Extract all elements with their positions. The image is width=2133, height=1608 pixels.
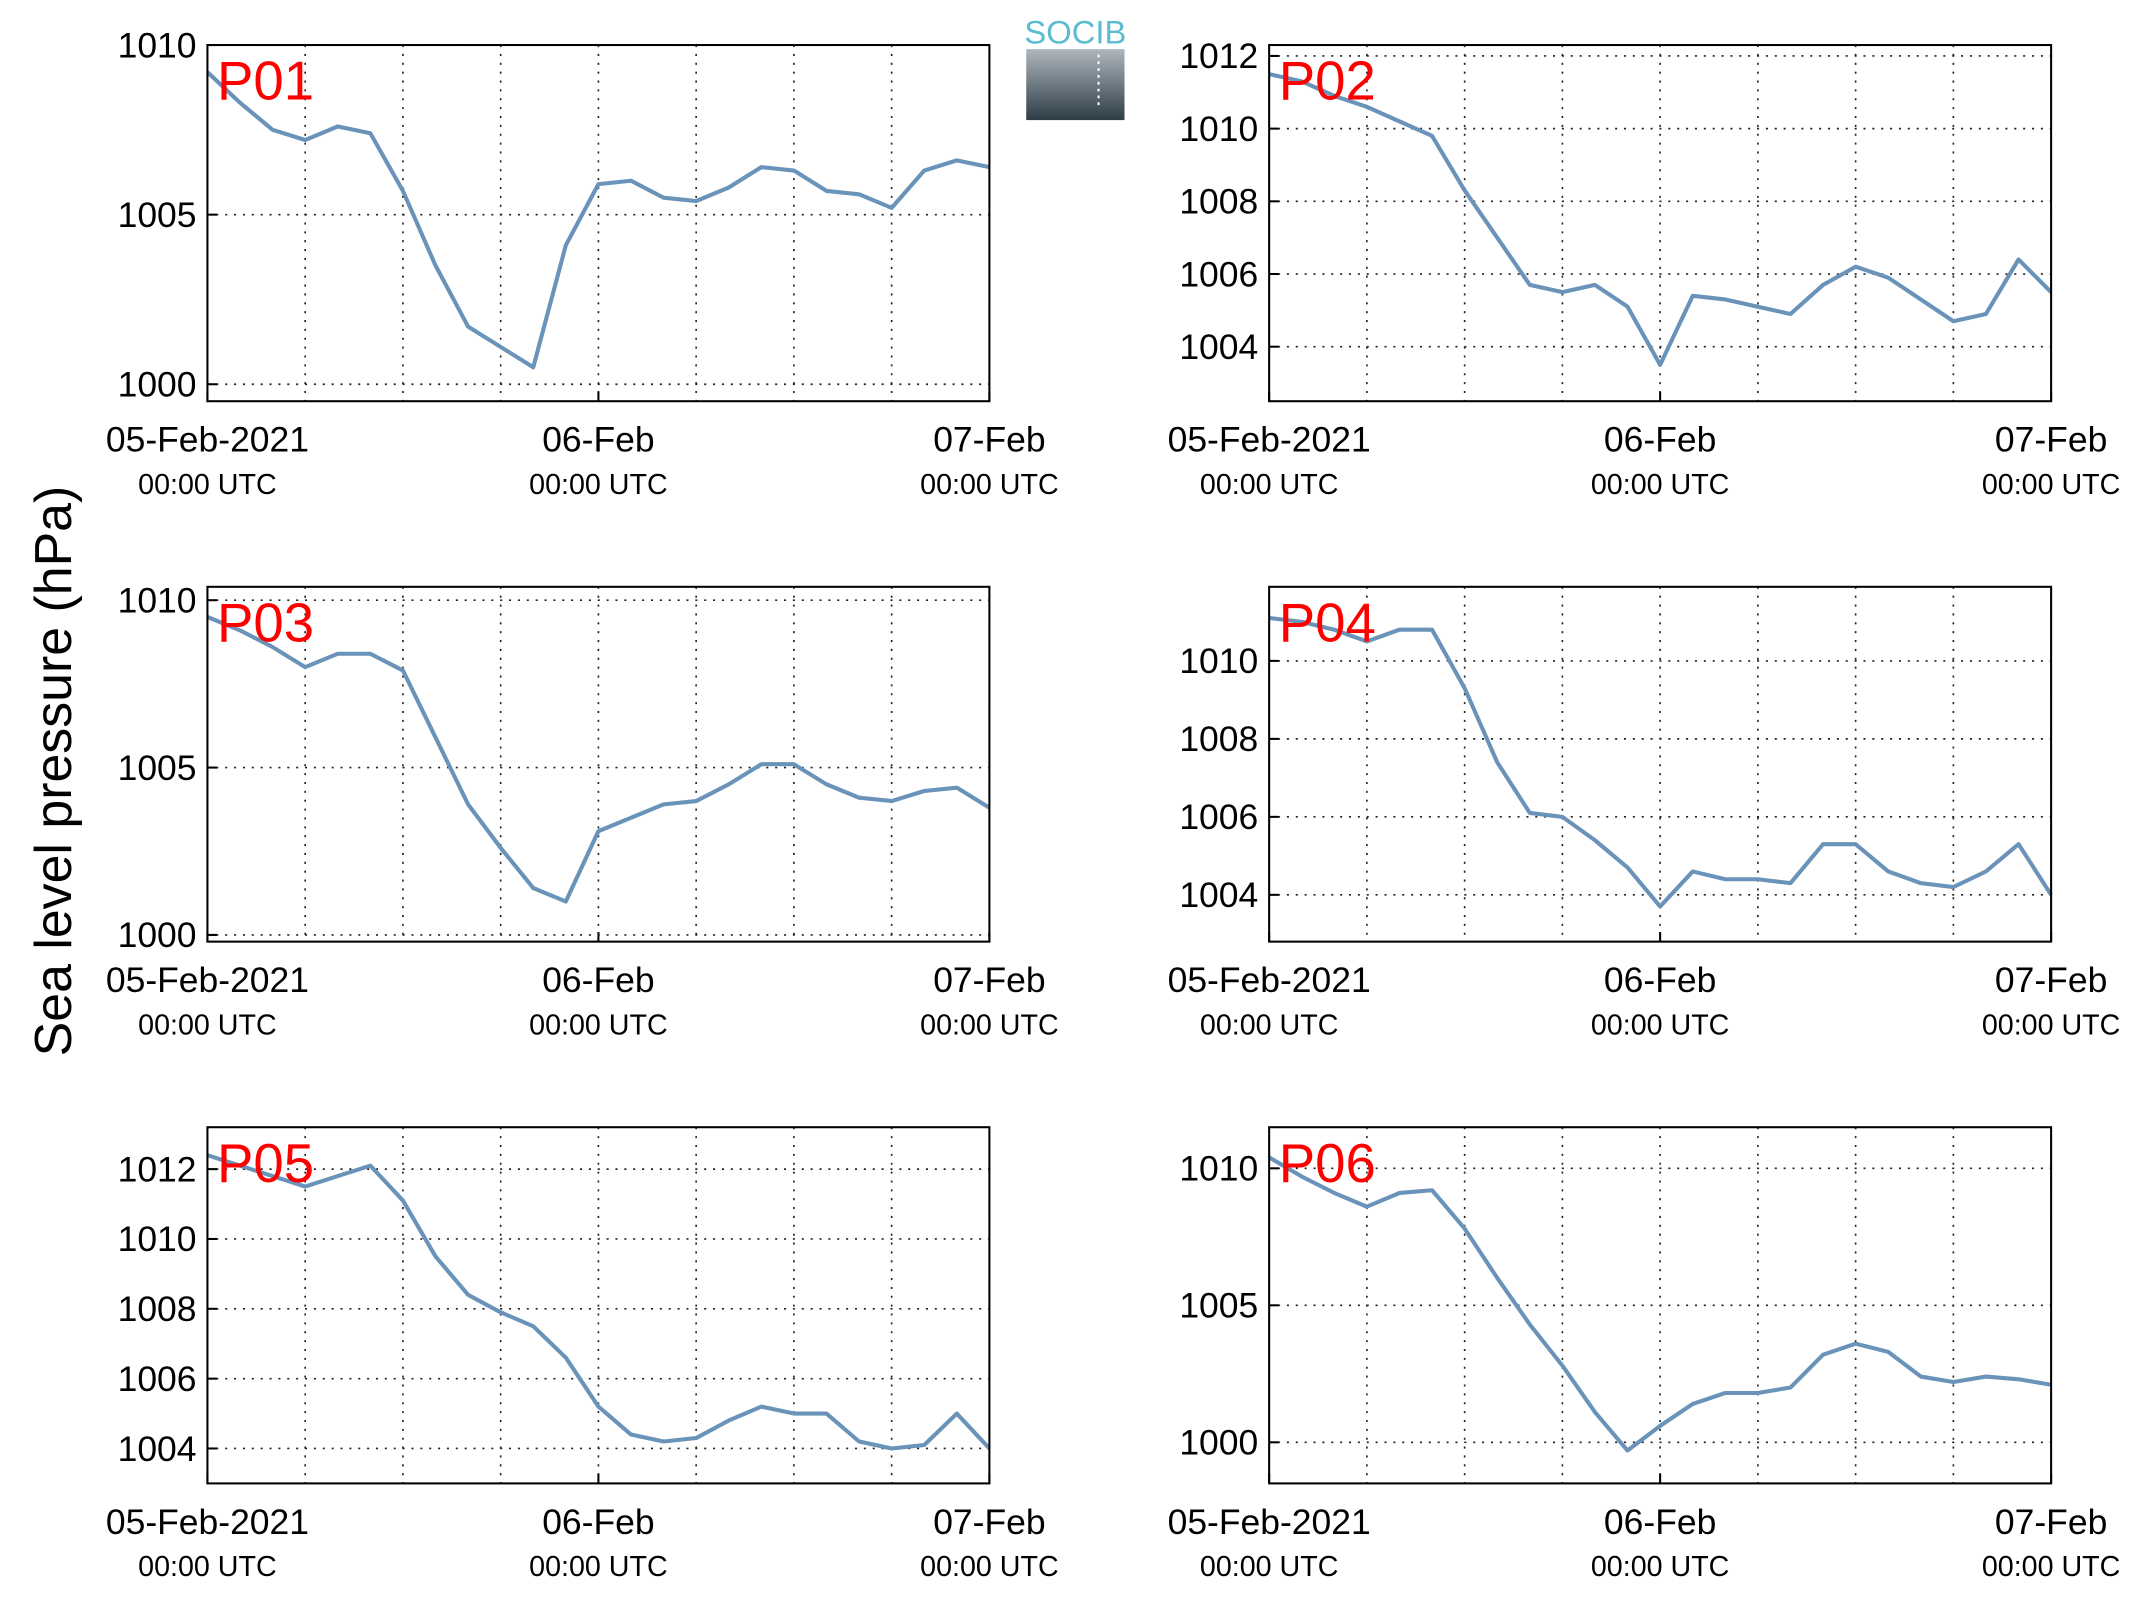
x-tick-sublabel: 00:00 UTC — [1982, 1551, 2121, 1583]
x-tick-label: 07-Feb — [933, 420, 1045, 460]
x-tick-sublabel: 00:00 UTC — [920, 469, 1058, 501]
x-tick-label: 05-Feb-2021 — [1168, 960, 1371, 1000]
x-tick-label: 07-Feb — [933, 1502, 1045, 1542]
panel: 05-Feb-2021 00:00 UTC 06-Feb 00:00 UTC 07-Fe… — [1168, 585, 2121, 1041]
x-tick-label: 05-Feb-2021 — [1168, 420, 1371, 460]
x-tick-sublabel: 00:00 UTC — [529, 1009, 667, 1041]
y-tick-label: 1008 — [118, 1289, 197, 1329]
x-tick-label: 05-Feb-2021 — [106, 420, 309, 460]
y-tick-label: 1000 — [118, 915, 197, 955]
x-tick-sublabel: 00:00 UTC — [1591, 1009, 1730, 1041]
x-tick-sublabel: 00:00 UTC — [1591, 469, 1730, 501]
data-line — [206, 70, 990, 370]
x-tick-sublabel: 00:00 UTC — [1982, 1009, 2121, 1041]
plot-frame — [1268, 44, 2053, 403]
y-tick-label: 1012 — [1179, 36, 1258, 76]
panel: 05-Feb-2021 00:00 UTC 06-Feb 00:00 UTC 07-Fe… — [1168, 36, 2121, 501]
x-tick-label: 06-Feb — [1604, 420, 1716, 460]
x-tick-label: 06-Feb — [542, 1502, 654, 1542]
y-tick-label: 1005 — [118, 748, 197, 788]
x-tick-label: 06-Feb — [542, 960, 654, 1000]
x-tick-sublabel: 00:00 UTC — [920, 1551, 1058, 1583]
y-tick-label: 1010 — [1179, 109, 1258, 149]
y-tick-label: 1008 — [1179, 182, 1258, 222]
y-tick-label: 1004 — [118, 1429, 197, 1469]
x-tick-sublabel: 00:00 UTC — [529, 1551, 667, 1583]
x-tick-label: 06-Feb — [1604, 960, 1716, 1000]
y-tick-label: 1000 — [118, 365, 197, 405]
panel: 05-Feb-2021 00:00 UTC 06-Feb 00:00 UTC 07-Fe… — [106, 580, 1059, 1041]
data-line — [1268, 615, 2053, 909]
x-tick-sublabel: 00:00 UTC — [1200, 1009, 1339, 1041]
x-tick-label: 06-Feb — [542, 420, 654, 460]
x-tick-label: 05-Feb-2021 — [1168, 1502, 1371, 1542]
x-tick-label: 07-Feb — [1995, 1502, 2107, 1542]
panel-title: P06 — [1279, 1133, 1376, 1194]
y-axis-label: Sea level pressure (hPa) — [24, 486, 82, 1057]
x-tick-label: 07-Feb — [933, 960, 1045, 1000]
y-tick-label: 1000 — [1179, 1423, 1258, 1463]
x-tick-sublabel: 00:00 UTC — [529, 469, 667, 501]
y-tick-label: 1004 — [1179, 875, 1258, 915]
y-tick-label: 1010 — [1179, 1149, 1258, 1189]
panel: 05-Feb-2021 00:00 UTC 06-Feb 00:00 UTC 07-Fe… — [1168, 1126, 2121, 1583]
data-line — [1268, 72, 2053, 367]
x-tick-sublabel: 00:00 UTC — [920, 1009, 1058, 1041]
logo-image — [1026, 49, 1125, 121]
data-line — [206, 1153, 991, 1451]
panel-title: P04 — [1279, 592, 1376, 653]
plot-frame — [206, 585, 991, 943]
logo: SOCIB — [1024, 14, 1126, 121]
x-tick-sublabel: 00:00 UTC — [1982, 469, 2121, 501]
plot-frame — [206, 44, 991, 403]
panel-title: P03 — [217, 592, 314, 653]
logo-text: SOCIB — [1024, 14, 1126, 51]
x-tick-sublabel: 00:00 UTC — [138, 1009, 277, 1041]
panel-title: P02 — [1279, 51, 1376, 112]
panel: 05-Feb-2021 00:00 UTC 06-Feb 00:00 UTC 07-Fe… — [106, 25, 1059, 501]
y-tick-label: 1010 — [118, 25, 197, 65]
y-tick-label: 1005 — [1179, 1286, 1258, 1326]
plot-frame — [1268, 585, 2053, 943]
x-tick-sublabel: 00:00 UTC — [138, 469, 277, 501]
x-tick-sublabel: 00:00 UTC — [1591, 1551, 1730, 1583]
plot-frame — [206, 1126, 991, 1485]
x-tick-sublabel: 00:00 UTC — [1200, 469, 1339, 501]
x-tick-label: 06-Feb — [1604, 1502, 1716, 1542]
x-tick-label: 07-Feb — [1995, 960, 2107, 1000]
panel: 05-Feb-2021 00:00 UTC 06-Feb 00:00 UTC 07-Fe… — [106, 1126, 1059, 1583]
y-tick-label: 1010 — [118, 580, 197, 620]
y-tick-label: 1006 — [1179, 254, 1258, 294]
x-tick-label: 05-Feb-2021 — [106, 1502, 309, 1542]
x-tick-sublabel: 00:00 UTC — [138, 1551, 277, 1583]
y-tick-label: 1010 — [1179, 641, 1258, 681]
panel-title: P05 — [217, 1133, 314, 1194]
y-tick-label: 1006 — [1179, 797, 1258, 837]
y-tick-label: 1012 — [118, 1149, 197, 1189]
y-tick-label: 1008 — [1179, 719, 1258, 759]
y-tick-label: 1005 — [118, 195, 197, 235]
x-tick-label: 07-Feb — [1995, 420, 2107, 460]
data-line — [1268, 1155, 2052, 1453]
plot-frame — [1268, 1126, 2053, 1485]
y-tick-label: 1006 — [118, 1359, 197, 1399]
x-tick-label: 05-Feb-2021 — [106, 960, 309, 1000]
panel-title: P01 — [217, 51, 314, 112]
x-tick-sublabel: 00:00 UTC — [1200, 1551, 1339, 1583]
y-tick-label: 1004 — [1179, 327, 1258, 367]
y-tick-label: 1010 — [118, 1219, 197, 1259]
data-line — [206, 615, 991, 904]
